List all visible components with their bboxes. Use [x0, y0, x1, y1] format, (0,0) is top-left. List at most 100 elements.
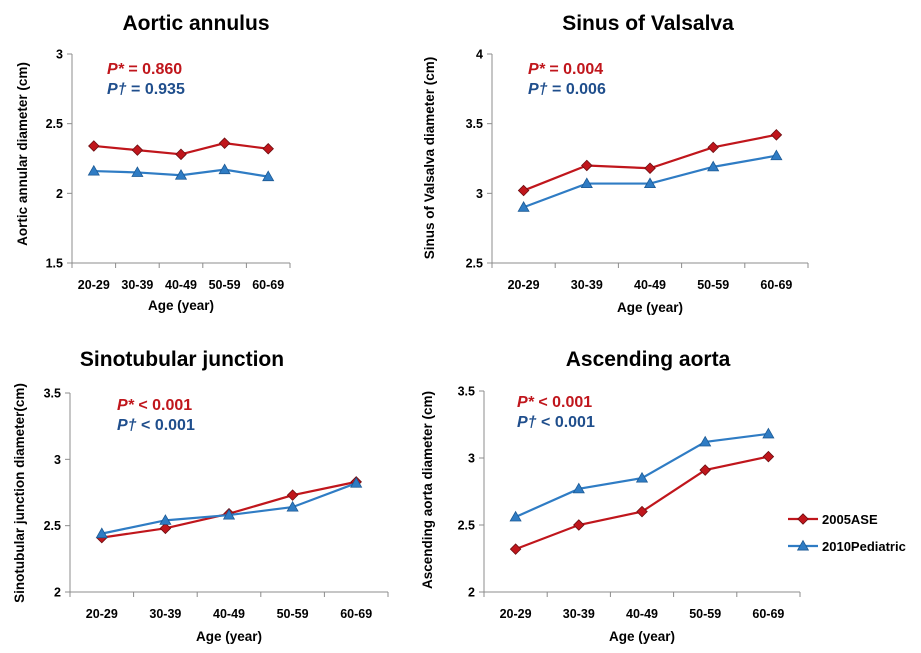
- y-tick-label: 2: [56, 187, 63, 201]
- p-value-symbol: P*: [107, 61, 125, 78]
- p-value-text: < 0.001: [137, 417, 195, 434]
- x-tick-label: 50-59: [209, 278, 241, 292]
- y-tick-label: 2: [54, 586, 61, 600]
- data-point-2005ASE: [699, 464, 711, 476]
- data-point-2005ASE: [159, 522, 172, 535]
- data-point-2005ASE: [88, 140, 100, 152]
- p-value-text: = 0.935: [127, 81, 185, 98]
- data-point-2005ASE: [175, 148, 187, 161]
- data-point-2005ASE: [707, 141, 719, 154]
- y-tick-label: 3.5: [466, 117, 483, 131]
- p-value-dagger: P† < 0.001: [517, 414, 595, 431]
- p-value-dagger: P† < 0.001: [117, 417, 195, 434]
- data-point-2010Pediatric: [222, 508, 236, 520]
- data-point-2005ASE: [509, 543, 522, 555]
- p-value-text: = 0.860: [124, 61, 182, 78]
- chart-title: Ascending aorta: [566, 348, 731, 371]
- p-value-star: P* = 0.004: [528, 61, 603, 78]
- y-tick-label: 3: [468, 452, 475, 466]
- y-axis-title: Ascending aorta diameter (cm): [420, 391, 435, 589]
- x-tick-label: 40-49: [165, 278, 197, 292]
- chart-panel-3: Sinotubular junction 2 2.5 3 3.5 20-29 30-39 40…: [12, 348, 389, 644]
- data-point-2010Pediatric: [580, 177, 593, 189]
- p-value-dagger: P† = 0.935: [107, 81, 185, 98]
- chart-panel-1: Aortic annulus 1.5 2 2.5 3 20-29 30-39 40-49 50-…: [15, 12, 291, 313]
- legend-marker-2005ASE: [797, 513, 809, 525]
- data-point-2005ASE: [644, 162, 656, 175]
- x-tick-label: 30-39: [149, 607, 181, 621]
- x-tick-label: 60-69: [760, 278, 792, 292]
- data-point-2010Pediatric: [643, 177, 657, 189]
- p-value-text: = 0.006: [548, 81, 606, 98]
- p-value-symbol: P†: [517, 414, 537, 431]
- data-point-2005ASE: [262, 142, 274, 155]
- data-point-2010Pediatric: [159, 514, 172, 525]
- x-tick-label: 50-59: [689, 607, 721, 621]
- x-tick-label: 60-69: [252, 278, 284, 292]
- data-point-2010Pediatric: [87, 164, 100, 176]
- x-axis-title: Age (year): [148, 298, 214, 313]
- y-tick-label: 1.5: [46, 257, 63, 271]
- data-point-2005ASE: [636, 505, 648, 518]
- legend-marker-2010Pediatric: [796, 539, 810, 551]
- x-tick-label: 50-59: [697, 278, 729, 292]
- y-tick-label: 3: [56, 48, 63, 62]
- p-value-symbol: P*: [117, 397, 135, 414]
- p-value-symbol: P*: [517, 394, 535, 411]
- p-value-text: < 0.001: [534, 394, 592, 411]
- x-axis-title: Age (year): [609, 629, 675, 644]
- x-tick-label: 60-69: [340, 607, 372, 621]
- y-tick-label: 3.5: [44, 387, 61, 401]
- y-tick-label: 3: [476, 187, 483, 201]
- x-axis-title: Age (year): [196, 629, 262, 644]
- chart-title: Aortic annulus: [122, 12, 269, 35]
- y-tick-label: 3: [54, 453, 61, 467]
- x-tick-label: 50-59: [277, 607, 309, 621]
- x-tick-label: 60-69: [752, 607, 784, 621]
- x-tick-label: 30-39: [571, 278, 603, 292]
- data-point-2005ASE: [286, 489, 299, 501]
- data-point-2010Pediatric: [286, 500, 299, 512]
- y-tick-label: 3.5: [458, 385, 475, 399]
- data-point-2005ASE: [517, 184, 530, 197]
- p-value-text: < 0.001: [537, 414, 595, 431]
- p-value-dagger: P† = 0.006: [528, 81, 606, 98]
- x-tick-label: 30-39: [563, 607, 595, 621]
- p-value-symbol: P†: [528, 81, 548, 98]
- data-point-2010Pediatric: [572, 482, 585, 494]
- y-axis-title: Sinus of Valsalva diameter (cm): [422, 57, 437, 260]
- y-tick-label: 2.5: [458, 519, 475, 533]
- data-point-2010Pediatric: [770, 149, 783, 161]
- y-tick-label: 2: [468, 586, 475, 600]
- p-value-star: P* < 0.001: [117, 397, 192, 414]
- data-point-2010Pediatric: [95, 527, 108, 539]
- y-axis-title: Aortic annular diameter (cm): [15, 62, 30, 246]
- data-point-2010Pediatric: [509, 510, 522, 522]
- x-tick-label: 20-29: [78, 278, 110, 292]
- x-tick-label: 40-49: [626, 607, 658, 621]
- data-point-2010Pediatric: [218, 163, 231, 175]
- p-value-text: = 0.004: [545, 61, 603, 78]
- chart-panel-2: Sinus of Valsalva 2.5 3 3.5 4 20-29 30-39 40-49…: [422, 12, 809, 315]
- x-tick-label: 30-39: [121, 278, 153, 292]
- data-point-2010Pediatric: [699, 435, 712, 447]
- data-point-2005ASE: [770, 129, 783, 141]
- data-point-2010Pediatric: [350, 477, 363, 488]
- p-value-symbol: P†: [117, 417, 137, 434]
- series-line-2005ASE: [515, 455, 769, 551]
- p-value-symbol: P*: [528, 61, 546, 78]
- p-value-symbol: P†: [107, 81, 127, 98]
- data-point-2005ASE: [581, 159, 593, 172]
- x-tick-label: 20-29: [508, 278, 540, 292]
- chart-title: Sinus of Valsalva: [562, 12, 734, 35]
- p-value-text: < 0.001: [134, 397, 192, 414]
- chart-title: Sinotubular junction: [80, 348, 284, 371]
- y-tick-label: 2.5: [46, 117, 63, 131]
- data-point-2005ASE: [762, 450, 775, 463]
- y-tick-label: 2.5: [466, 257, 483, 271]
- p-value-star: P* = 0.860: [107, 61, 182, 78]
- data-point-2005ASE: [218, 137, 231, 149]
- x-axis-title: Age (year): [617, 300, 683, 315]
